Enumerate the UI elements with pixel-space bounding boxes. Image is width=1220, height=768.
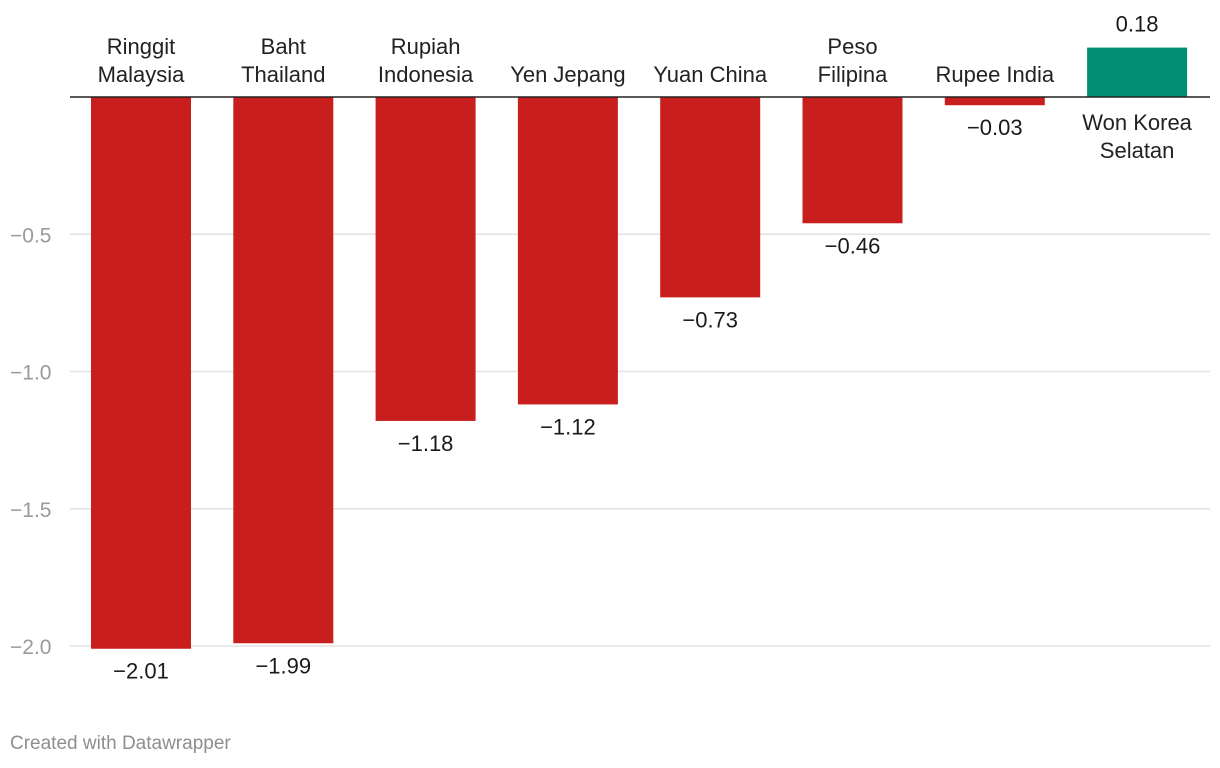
category-label: Ringgit <box>107 34 175 59</box>
y-tick-label: −1.0 <box>10 362 51 385</box>
bar <box>1087 47 1188 97</box>
category-label: Selatan <box>1100 138 1175 163</box>
category-label: Malaysia <box>98 62 186 87</box>
value-label: −0.73 <box>682 307 738 332</box>
category-label: Indonesia <box>378 62 474 87</box>
category-label: Peso <box>827 34 877 59</box>
credit-text: Created with Datawrapper <box>10 733 231 754</box>
category-label: Rupiah <box>391 34 461 59</box>
value-label: −2.01 <box>113 659 169 684</box>
value-label: −1.99 <box>255 653 311 678</box>
category-label: Won Korea <box>1082 110 1192 135</box>
bar <box>91 97 191 649</box>
category-label: Filipina <box>818 62 888 87</box>
category-label: Rupee India <box>935 62 1054 87</box>
category-label: Yen Jepang <box>510 62 625 87</box>
bar <box>802 97 903 224</box>
category-label: Yuan China <box>653 62 768 87</box>
category-label: Thailand <box>241 62 325 87</box>
bar <box>517 97 618 405</box>
value-label: 0.18 <box>1116 12 1159 37</box>
labels: −2.01 Ringgit Malaysia −1.99 Baht Thailand −1.… <box>98 12 1193 684</box>
bar <box>233 97 334 644</box>
value-label: −1.18 <box>398 431 454 456</box>
value-label: −0.46 <box>825 233 881 258</box>
bars <box>91 47 1188 649</box>
y-tick-label: −2.0 <box>10 636 51 659</box>
category-label: Baht <box>261 34 306 59</box>
bar <box>375 97 476 421</box>
bar <box>944 97 1045 106</box>
y-tick-label: −1.5 <box>10 499 51 522</box>
y-tick-label: −0.5 <box>10 224 51 247</box>
value-label: −1.12 <box>540 414 596 439</box>
bar <box>660 97 761 298</box>
value-label: −0.03 <box>967 115 1023 140</box>
